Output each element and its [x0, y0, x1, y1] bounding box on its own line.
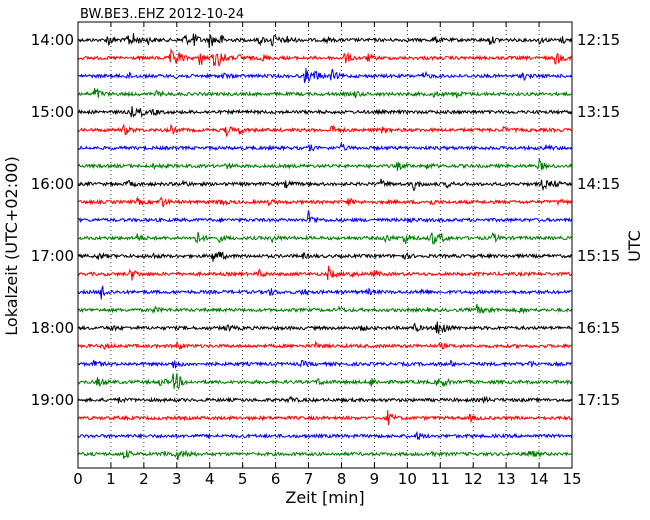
x-tick-label: 13 [497, 470, 516, 488]
trace-3 [77, 68, 572, 84]
trace-15 [77, 284, 572, 300]
x-tick-label: 12 [464, 470, 483, 488]
x-tick-label: 5 [238, 470, 248, 488]
trace-12 [77, 231, 572, 246]
y-axis-label-left: Lokalzeit (UTC+02:00) [2, 156, 21, 335]
trace-10 [78, 196, 572, 208]
x-tick-label: 8 [337, 470, 347, 488]
seismic-traces [77, 33, 572, 461]
trace-4 [77, 87, 572, 99]
trace-20 [77, 373, 572, 390]
chart-title: BW.BE3..EHZ 2012-10-24 [80, 7, 244, 22]
right-tick-label: 17:15 [577, 391, 620, 409]
trace-18 [77, 340, 572, 351]
left-tick-label: 19:00 [31, 391, 74, 409]
x-tick-label: 3 [172, 470, 182, 488]
x-tick-label: 2 [139, 470, 149, 488]
left-axis-ticks: 14:00 15:00 16:00 17:00 18:00 19:00 [31, 31, 83, 409]
x-tick-label: 9 [370, 470, 380, 488]
plot-frame [77, 21, 573, 469]
x-tick-label: 7 [304, 470, 314, 488]
trace-6 [77, 123, 572, 137]
trace-13 [77, 251, 572, 262]
x-tick-label: 0 [73, 470, 83, 488]
trace-22 [77, 410, 572, 426]
left-tick-label: 17:00 [31, 247, 74, 265]
x-tick-label: 15 [562, 470, 581, 488]
trace-11 [77, 211, 572, 224]
right-tick-label: 14:15 [577, 175, 620, 193]
x-tick-label: 10 [398, 470, 417, 488]
trace-19 [77, 359, 572, 369]
left-tick-label: 18:00 [31, 319, 74, 337]
x-tick-label: 11 [431, 470, 450, 488]
trace-9 [77, 178, 572, 192]
left-tick-label: 15:00 [31, 103, 74, 121]
trace-17 [77, 321, 572, 336]
y-axis-label-right: UTC [625, 230, 644, 262]
right-axis-ticks: 12:15 13:15 14:15 15:15 16:15 17:15 [567, 31, 620, 409]
trace-21 [77, 395, 572, 405]
x-axis-ticks: 0 1 2 3 4 5 6 7 8 9 10 11 12 13 14 15 [73, 22, 582, 488]
trace-8 [77, 158, 572, 172]
x-tick-label: 6 [271, 470, 281, 488]
x-tick-label: 1 [106, 470, 116, 488]
right-tick-label: 16:15 [577, 319, 620, 337]
trace-1 [77, 33, 572, 48]
trace-2 [77, 48, 572, 67]
trace-23 [77, 430, 572, 441]
x-tick-label: 4 [205, 470, 215, 488]
trace-14 [77, 265, 572, 281]
right-tick-label: 13:15 [577, 103, 620, 121]
right-tick-label: 12:15 [577, 31, 620, 49]
left-tick-label: 16:00 [31, 175, 74, 193]
trace-24 [77, 449, 572, 461]
trace-7 [77, 141, 572, 152]
x-tick-label: 14 [530, 470, 549, 488]
x-axis-label: Zeit [min] [285, 488, 364, 507]
left-tick-label: 14:00 [31, 31, 74, 49]
trace-16 [77, 303, 572, 315]
trace-5 [77, 106, 572, 119]
right-tick-label: 15:15 [577, 247, 620, 265]
